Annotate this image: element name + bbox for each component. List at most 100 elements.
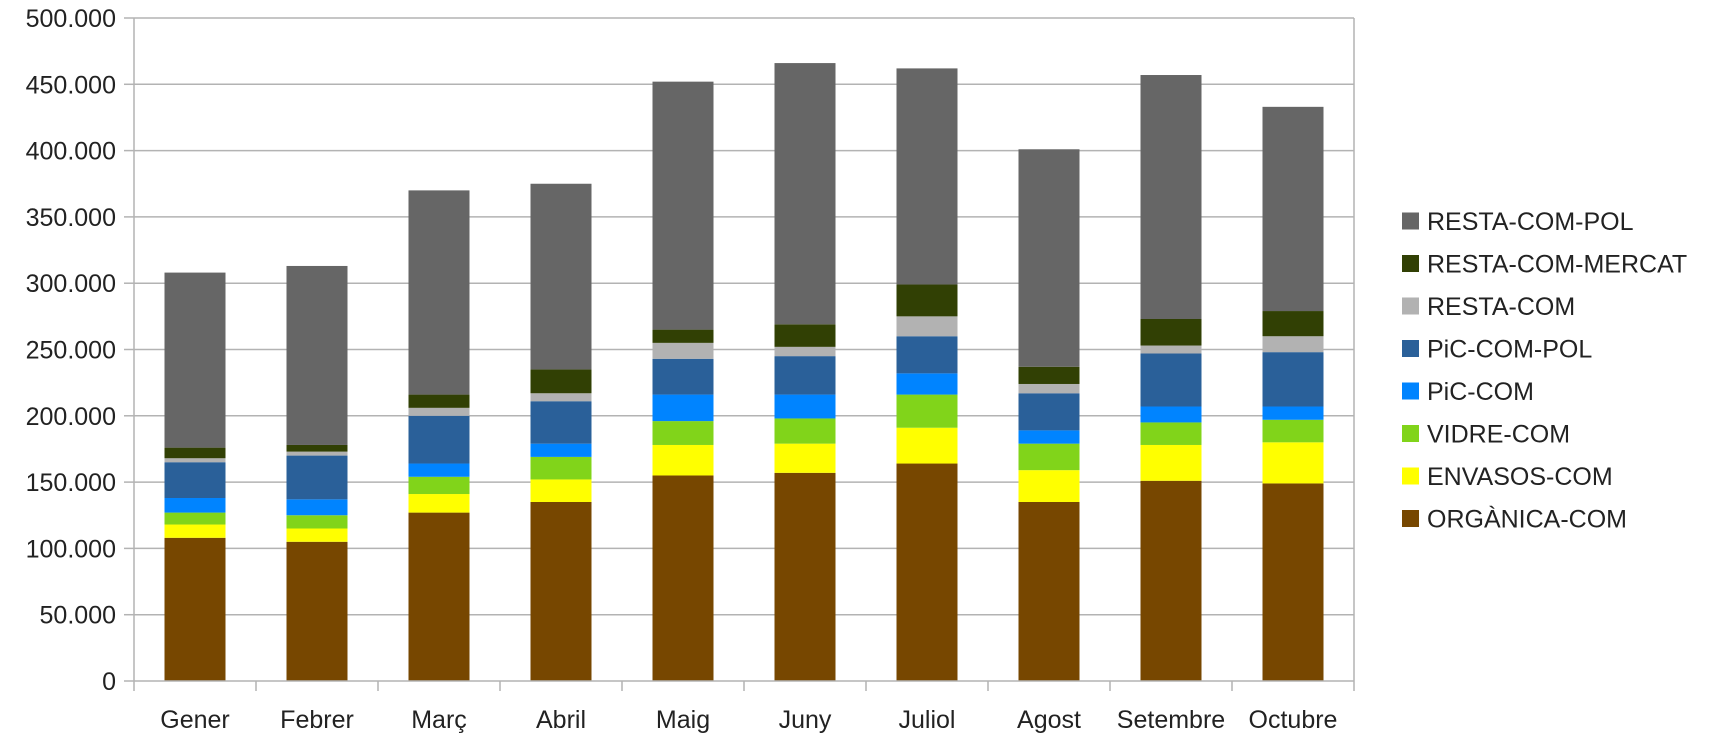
bar-segment	[774, 346, 836, 357]
legend-label: PiC-COM	[1427, 378, 1534, 406]
bar-segment	[164, 524, 226, 538]
legend-swatch	[1402, 297, 1419, 315]
x-category-label: Gener	[160, 706, 229, 734]
x-category-label: Setembre	[1117, 706, 1225, 734]
bar-segment	[896, 336, 958, 374]
y-tick-label: 450.000	[26, 71, 116, 99]
bar-segment	[530, 501, 592, 681]
bar-segment	[896, 463, 958, 681]
bar-segment	[1262, 419, 1324, 443]
bar-segment	[1140, 480, 1202, 681]
y-tick-label: 100.000	[26, 535, 116, 563]
bar-segment	[896, 316, 958, 337]
bar-segment	[1018, 383, 1080, 394]
y-tick-label: 0	[102, 668, 116, 696]
bar-segment	[1140, 75, 1202, 320]
bar-segment	[774, 418, 836, 444]
bar-segment	[1140, 406, 1202, 423]
bar-segment	[1018, 430, 1080, 444]
bar-segment	[408, 494, 470, 513]
bar-segment	[652, 444, 714, 476]
bar-segment	[652, 81, 714, 330]
bar-segment	[286, 515, 348, 529]
x-category-label: Octubre	[1249, 706, 1338, 734]
bar-segment	[896, 373, 958, 395]
bar-segment	[1140, 345, 1202, 354]
x-category-label: Febrer	[280, 706, 354, 734]
bar-segment	[530, 479, 592, 502]
legend-item: ORGÀNICA-COM	[1402, 505, 1627, 534]
y-tick-label: 250.000	[26, 337, 116, 365]
legend-item: RESTA-COM-POL	[1402, 208, 1634, 236]
bar-segment	[1262, 336, 1324, 353]
bar-segment	[652, 421, 714, 445]
x-axis-category-labels: Gener Febrer Març Abril Maig Juny Juliol Agost S…	[160, 706, 1337, 734]
legend-swatch	[1402, 510, 1419, 527]
legend: RESTA-COM-POL RESTA-COM-MERCAT RESTA-COM Pi…	[1402, 208, 1687, 534]
legend-swatch	[1402, 382, 1419, 400]
bar-segment	[1262, 406, 1324, 420]
bar-segment	[1140, 422, 1202, 445]
bar-segment	[896, 68, 958, 285]
legend-label: VIDRE-COM	[1427, 421, 1570, 449]
bar-segment	[1262, 442, 1324, 484]
bar-segment	[286, 444, 348, 452]
bar-segment	[530, 183, 592, 370]
bar-segment	[408, 394, 470, 408]
x-category-label: Abril	[536, 706, 586, 734]
bar-segment	[408, 476, 470, 495]
bar-segment	[652, 475, 714, 681]
bar-segment	[164, 458, 226, 463]
x-category-label: Juliol	[899, 706, 956, 734]
legend-label: RESTA-COM-MERCAT	[1427, 251, 1687, 279]
bar-segment	[1018, 501, 1080, 681]
legend-item: RESTA-COM-MERCAT	[1402, 251, 1687, 279]
legend-label: PiC-COM-POL	[1427, 336, 1592, 364]
bar-segment	[164, 272, 226, 448]
bar-segment	[1262, 352, 1324, 407]
y-tick-label: 200.000	[26, 403, 116, 431]
bar-segment	[164, 498, 226, 513]
bar-segment	[1018, 470, 1080, 502]
legend-label: RESTA-COM	[1427, 293, 1575, 321]
y-tick-label: 150.000	[26, 469, 116, 497]
legend-label: ORGÀNICA-COM	[1427, 505, 1627, 534]
legend-item: VIDRE-COM	[1402, 421, 1570, 449]
bar-segment	[286, 528, 348, 542]
bar-segment	[408, 407, 470, 416]
bar-segment	[1262, 311, 1324, 337]
bar-segment	[652, 358, 714, 395]
bars	[164, 63, 1324, 681]
bar-segment	[408, 415, 470, 464]
x-category-label: Maig	[656, 706, 710, 734]
bar-segment	[652, 342, 714, 359]
bar-segment	[1018, 443, 1080, 471]
legend-item: RESTA-COM	[1402, 293, 1575, 321]
bar-segment	[286, 265, 348, 445]
legend-swatch	[1402, 425, 1419, 442]
y-axis-tick-labels: 0 50.000 100.000 150.000 200.000 250.000 300.0…	[26, 5, 116, 696]
bar-segment	[1262, 106, 1324, 312]
legend-label: RESTA-COM-POL	[1427, 208, 1634, 236]
bar-segment	[652, 394, 714, 422]
bar-segment	[286, 499, 348, 516]
bar-segment	[1018, 149, 1080, 367]
bar-segment	[896, 284, 958, 317]
bar-segment	[164, 512, 226, 525]
bar-segment	[1140, 319, 1202, 346]
bar-segment	[1018, 366, 1080, 384]
bar-segment	[530, 369, 592, 394]
bar-segment	[164, 447, 226, 459]
bar-segment	[408, 190, 470, 395]
bar-segment	[164, 537, 226, 681]
bar-segment	[1140, 353, 1202, 407]
bar-segment	[774, 356, 836, 395]
y-tick-label: 50.000	[40, 602, 116, 630]
legend-item: PiC-COM-POL	[1402, 336, 1592, 364]
bar-segment	[286, 455, 348, 500]
bar-segment	[286, 451, 348, 456]
y-tick-label: 400.000	[26, 138, 116, 166]
bar-segment	[896, 394, 958, 428]
bar-segment	[774, 472, 836, 681]
